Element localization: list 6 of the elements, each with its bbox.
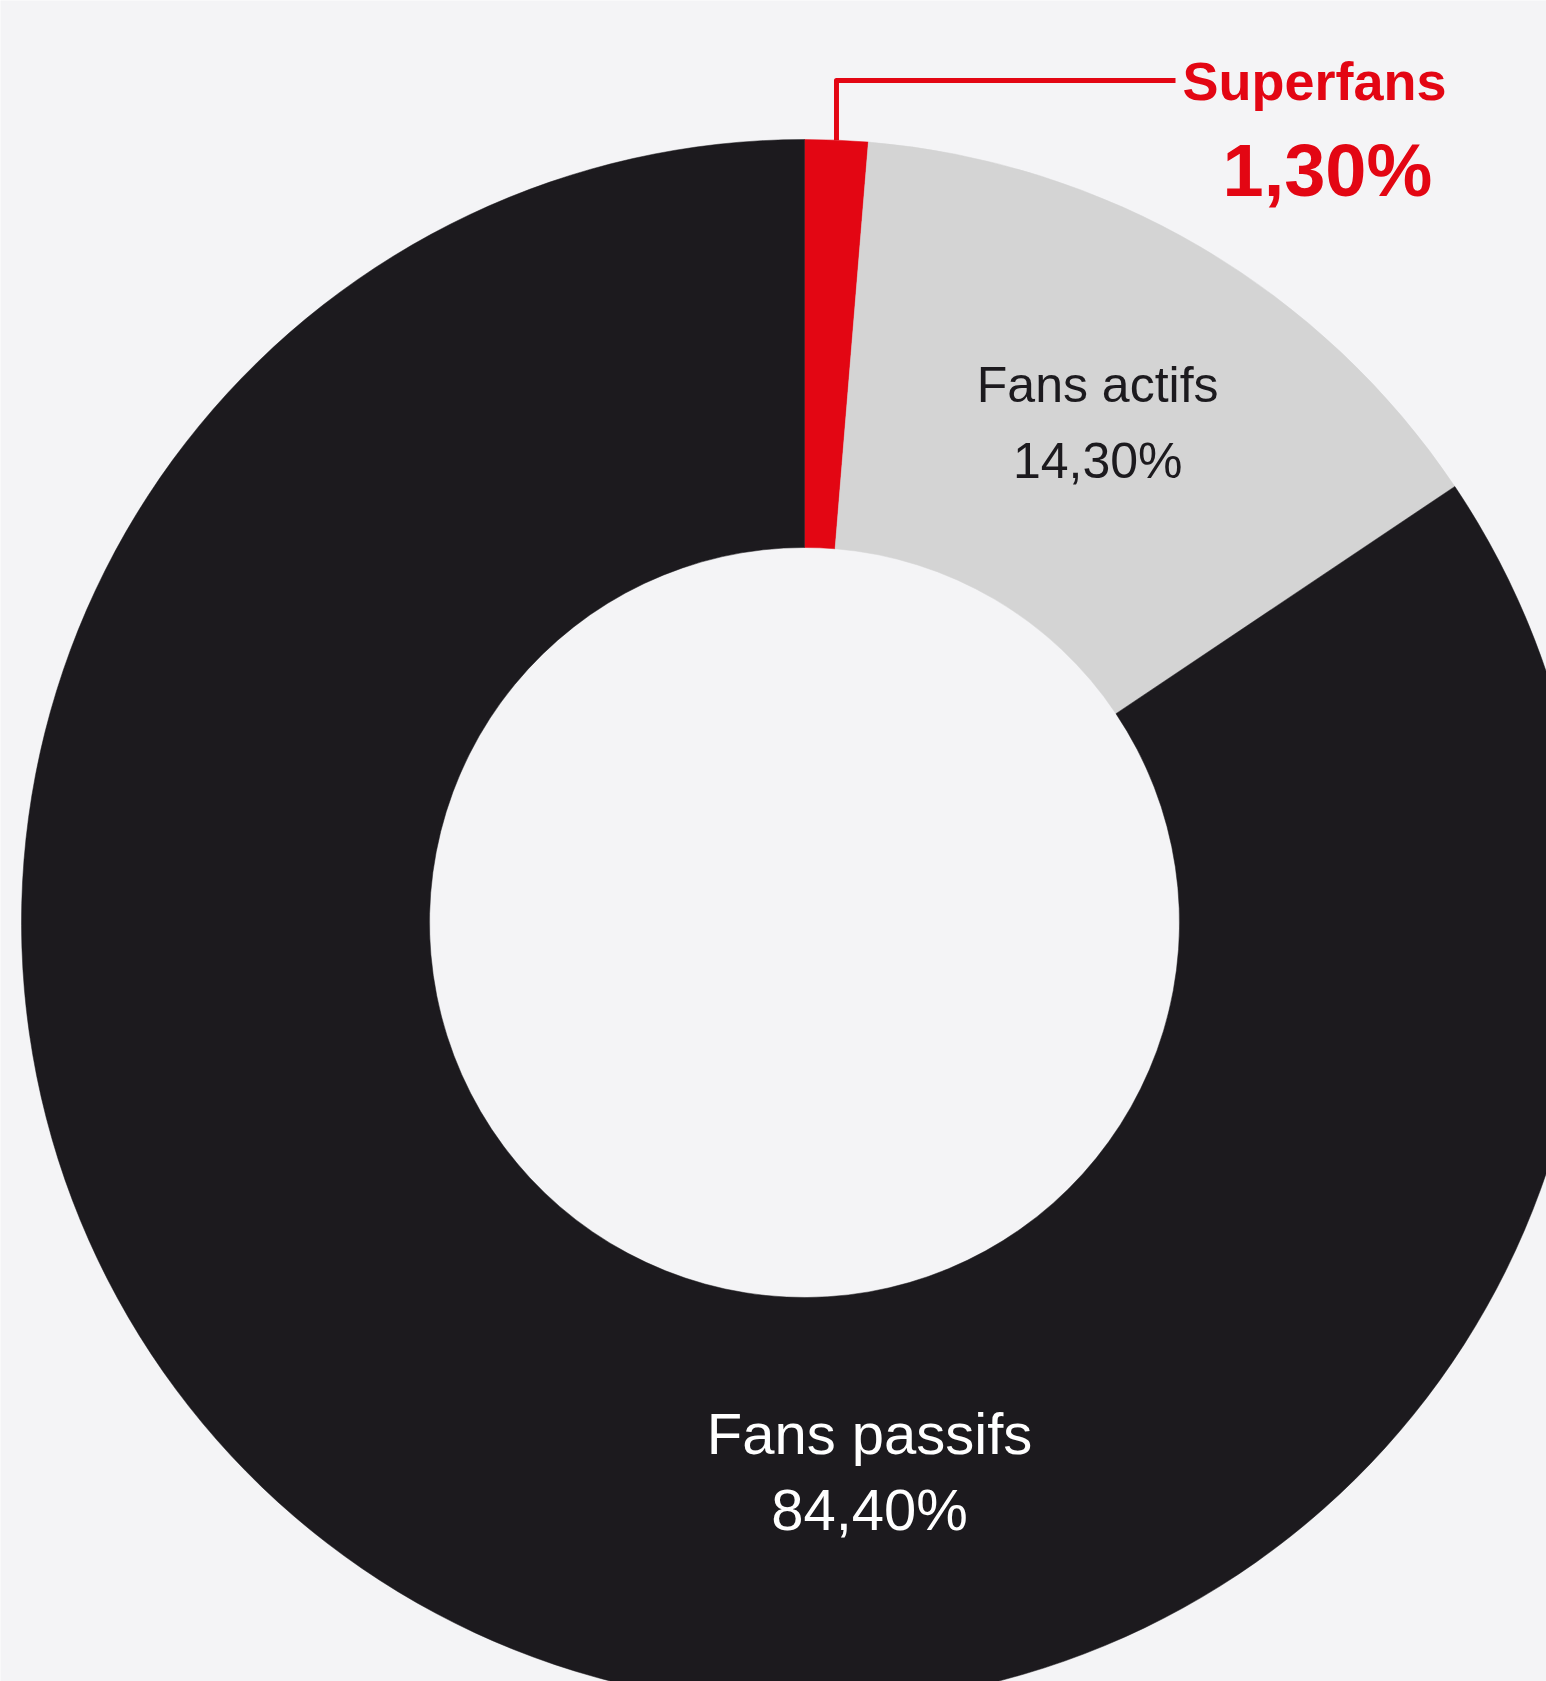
slice-label: Fans passifs — [706, 1401, 1033, 1466]
data-label: 1,30% — [1222, 129, 1433, 212]
slice-label: Fans actifs — [976, 357, 1219, 414]
data-label: 84,40% — [771, 1477, 968, 1542]
slice-label: Superfans — [1182, 50, 1447, 111]
data-label: 14,30% — [1012, 433, 1183, 490]
